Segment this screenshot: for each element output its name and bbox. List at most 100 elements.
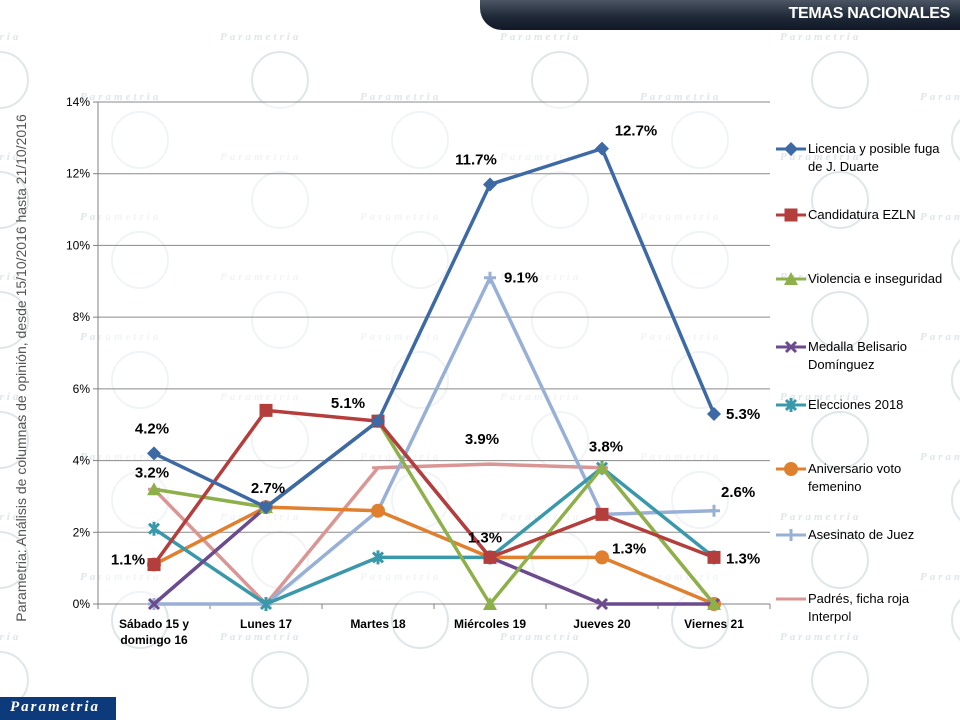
- watermark-text: Parametria: [920, 571, 960, 583]
- marker-diamond: [147, 446, 161, 461]
- watermark-circle: [811, 51, 869, 109]
- y-tick-label: 0%: [73, 597, 91, 611]
- watermark-text: Parametria: [0, 151, 21, 163]
- marker-circle: [784, 462, 798, 476]
- legend-symbol: [776, 398, 806, 412]
- data-label: 1.3%: [612, 540, 646, 557]
- watermark-circle: [0, 651, 29, 709]
- watermark-text: Parametria: [0, 31, 21, 43]
- watermark-text: Parametria: [780, 151, 861, 163]
- x-tick-label: Lunes 17: [240, 617, 292, 631]
- legend-symbol: [776, 340, 806, 354]
- legend-symbol: [776, 208, 806, 222]
- watermark-circle: [811, 651, 869, 709]
- footer-bar: Parametria: [0, 697, 116, 720]
- legend-label: Violencia e inseguridad: [808, 271, 943, 286]
- watermark-text: Parametria: [780, 31, 861, 43]
- series-line: [153, 146, 716, 509]
- watermark-text: Parametria: [80, 91, 161, 103]
- watermark-text: Parametria: [0, 511, 21, 523]
- watermark-text: Parametria: [0, 391, 21, 403]
- legend-symbol: [776, 142, 806, 156]
- series-0: [147, 141, 721, 515]
- watermark-text: Parametria: [640, 91, 721, 103]
- marker-plus: [484, 271, 496, 284]
- marker-triangle: [784, 272, 798, 285]
- watermark-circle: [0, 291, 29, 349]
- y-tick-label: 2%: [73, 525, 91, 539]
- series-line: [153, 505, 715, 606]
- legend-label: Candidatura EZLN: [808, 207, 916, 222]
- marker-asterisk: [784, 398, 798, 412]
- data-label: 9.1%: [504, 270, 538, 287]
- legend-label: Padrés, ficha roja Interpol: [808, 591, 910, 624]
- x-tick-label: Sábado 15 y domingo 16: [119, 617, 189, 647]
- marker-circle: [595, 550, 609, 565]
- y-tick-label: 4%: [73, 454, 91, 468]
- data-label: 2.7%: [251, 480, 285, 497]
- marker-diamond: [707, 406, 721, 421]
- marker-triangle: [483, 597, 497, 610]
- y-tick-label: 8%: [73, 310, 91, 324]
- watermark-text: Parametria: [220, 31, 301, 43]
- series-line: [153, 465, 716, 606]
- y-tick-label: 12%: [66, 167, 90, 181]
- watermark-circle: [811, 411, 869, 469]
- series-line: [154, 275, 715, 606]
- marker-triangle: [147, 482, 161, 496]
- watermark-circle: [951, 359, 960, 401]
- marker-triangle: [707, 597, 721, 610]
- legend-label: Aniversario voto femenino: [808, 461, 902, 494]
- data-label: 12.7%: [615, 123, 658, 140]
- x-tick-label: Viernes 21: [684, 617, 744, 631]
- parametria-logo: Parametria: [10, 699, 100, 715]
- legend-symbol: [776, 529, 806, 541]
- watermark-circle: [251, 651, 309, 709]
- marker-square: [595, 507, 609, 521]
- legend-symbol: [776, 462, 806, 476]
- watermark-circle: [0, 411, 29, 469]
- data-label: 3.2%: [135, 464, 169, 481]
- y-tick-label: 10%: [66, 238, 90, 252]
- watermark-text: Parametria: [920, 451, 960, 463]
- legend-label: Medalla Belisario Domínguez: [808, 339, 907, 372]
- watermark-circle: [951, 599, 960, 641]
- x-tick-label: Jueves 20: [573, 617, 631, 631]
- watermark-text: Parametria: [780, 631, 861, 643]
- page-title: TEMAS NACIONALES: [788, 5, 951, 22]
- marker-diamond: [259, 500, 273, 515]
- data-label: 1.3%: [726, 550, 760, 567]
- data-label: 2.6%: [721, 484, 755, 501]
- watermark-circle: [951, 119, 960, 161]
- marker-asterisk: [371, 550, 385, 565]
- watermark-text: Parametria: [780, 391, 861, 403]
- watermark-circle: [951, 239, 960, 281]
- legend-label: Asesinato de Juez: [808, 527, 915, 542]
- y-tick-label: 14%: [66, 95, 90, 109]
- watermark-text: Parametria: [500, 631, 581, 643]
- marker-plus: [708, 504, 720, 517]
- marker-diamond: [595, 141, 609, 156]
- watermark-text: Parametria: [920, 211, 960, 223]
- marker-plus: [785, 529, 797, 541]
- marker-asterisk: [147, 521, 161, 536]
- marker-square: [147, 558, 161, 572]
- marker-triangle: [595, 460, 609, 474]
- legend-label: Licencia y posible fuga de J. Duarte: [808, 141, 940, 174]
- y-tick-label: 6%: [73, 382, 91, 396]
- data-label: 11.7%: [455, 151, 497, 168]
- watermark-text: Parametria: [220, 631, 301, 643]
- marker-diamond: [371, 414, 385, 429]
- marker-x: [784, 340, 798, 354]
- marker-diamond: [784, 142, 798, 156]
- watermark-text: Parametria: [0, 271, 21, 283]
- data-label: 1.3%: [468, 529, 502, 546]
- header-bar: TEMAS NACIONALES: [480, 0, 960, 30]
- x-tick-label: Martes 18: [350, 617, 406, 631]
- legend-symbol: [776, 272, 806, 285]
- marker-diamond: [483, 177, 497, 192]
- x-tick-label: Miércoles 19: [454, 617, 526, 631]
- watermark-circle: [0, 51, 29, 109]
- marker-square: [784, 208, 798, 222]
